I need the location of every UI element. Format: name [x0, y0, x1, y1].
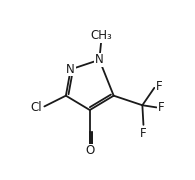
Text: CH₃: CH₃ — [91, 30, 113, 42]
Text: F: F — [155, 80, 162, 93]
Text: Cl: Cl — [30, 101, 42, 114]
Text: F: F — [140, 127, 147, 140]
Text: N: N — [66, 63, 75, 76]
Text: N: N — [95, 53, 104, 66]
Text: O: O — [85, 144, 94, 157]
Text: F: F — [158, 101, 165, 114]
